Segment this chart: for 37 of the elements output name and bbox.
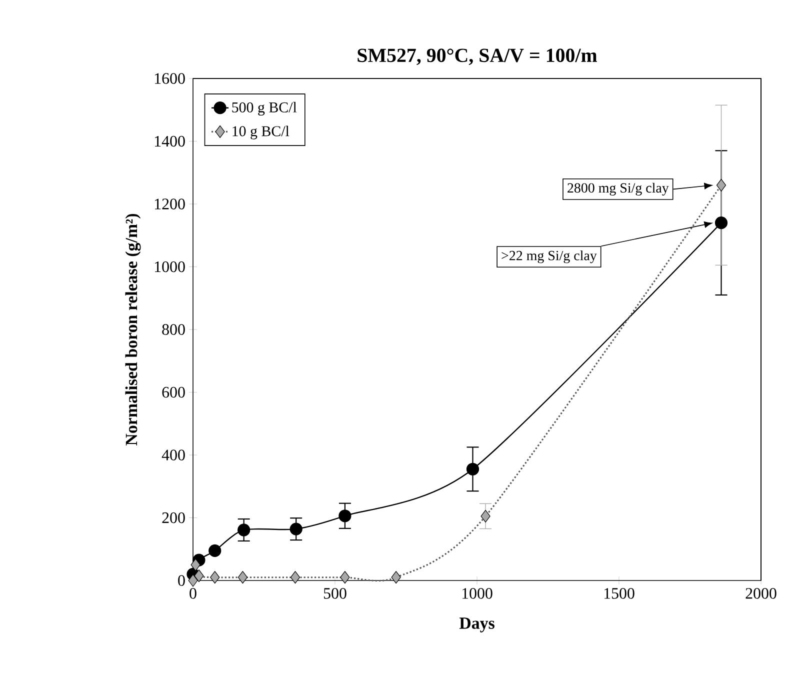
x-tick-label: 2000: [746, 588, 776, 599]
y-tick-label: 800: [162, 324, 185, 335]
y-tick-label: 400: [162, 450, 185, 460]
point: [208, 544, 222, 557]
point: [480, 510, 490, 522]
y-tick-label: 600: [162, 386, 185, 398]
x-axis-title: Days: [459, 618, 494, 632]
point: [340, 571, 350, 584]
y-tick-label: 1000: [155, 261, 185, 272]
y-tick-label: 1600: [155, 73, 185, 84]
legend-label: 10 g BC/l: [232, 126, 290, 140]
point: [391, 571, 401, 584]
point: [194, 569, 204, 582]
point: [716, 178, 726, 192]
y-tick-label: 200: [162, 512, 185, 524]
annotation: >22 mg Si/g clay: [502, 250, 597, 264]
point: [714, 216, 728, 230]
annotation: 2800 mg Si/g clay: [568, 182, 669, 196]
point: [290, 522, 302, 536]
x-tick-label: 500: [324, 588, 346, 599]
y-tick-label: 1400: [155, 136, 185, 147]
chart-title: SM527, 90°C, SA/V = 100/m: [358, 48, 598, 65]
x-tick-label: 1500: [604, 588, 634, 599]
x-tick-label: 0: [190, 588, 196, 599]
point: [290, 571, 300, 584]
point: [188, 574, 198, 587]
point: [238, 524, 250, 536]
legend-label: 500 g BC/l: [232, 102, 297, 116]
x-tick-label: 1000: [462, 588, 492, 599]
point: [238, 571, 248, 584]
y-tick-label: 0: [178, 575, 185, 586]
point: [466, 462, 480, 476]
point: [190, 558, 200, 572]
point: [210, 571, 220, 584]
y-axis-title: Normalised boron release (g/m²): [125, 214, 141, 446]
point: [338, 510, 352, 522]
y-tick-label: 1200: [155, 198, 185, 210]
